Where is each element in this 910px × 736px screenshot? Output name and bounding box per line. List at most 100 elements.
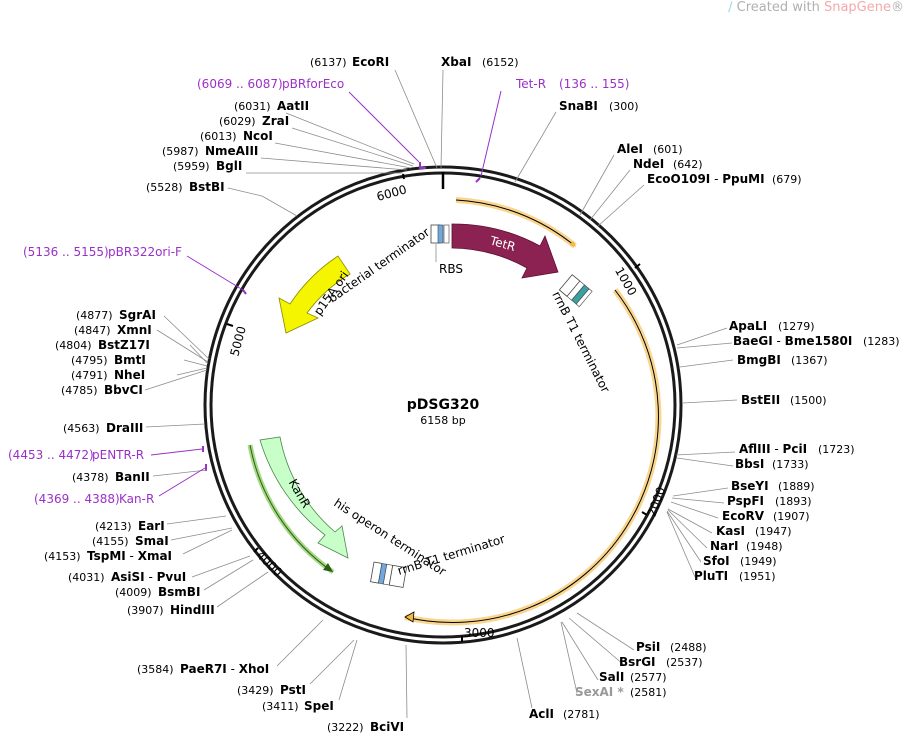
site-name-acli: AclI [529,707,554,721]
site-name-sexai: SexAI * [575,685,624,699]
site-pos-bmgbi: (1367) [791,354,828,367]
site-name-xbai: XbaI [441,55,471,69]
site-name-bsteii: BstEII [741,393,780,407]
site-name-sgrai: SgrAI [119,308,156,322]
rbs-label: RBS [439,262,463,276]
site-pos-ecorv: (1907) [773,510,810,523]
site-pos-bcivi: (3222) [327,721,364,734]
site-label-afliii: AflIII - PciI [739,442,807,456]
primer-name-pentr: pENTR-R [92,448,144,462]
site-pos-sgrai: (4877) [76,309,113,322]
site-name-sfoi: SfoI [703,554,730,568]
site-name-bseyi: BseYI [731,479,769,493]
site-name-ndei: NdeI [633,157,664,171]
site-pos-banii: (4378) [72,471,109,484]
site-pos-xbai: (6152) [482,56,519,69]
site-name-nmeaiii: NmeAIII [205,144,258,158]
primer-name-pbrforeco: pBRforEco [282,77,344,91]
site-pos-kasi: (1947) [755,525,792,538]
tetr-feature[interactable] [451,223,559,279]
site-pos-zrai: (6029) [219,115,256,128]
watermark-brand: SnapGene [823,0,891,15]
site-pos-psti: (3429) [237,684,274,697]
site-name-banii: BanII [115,470,150,484]
site-pos-bstbi: (5528) [146,181,183,194]
kanr-feature[interactable] [259,436,349,559]
site-name-draiii: DraIII [106,421,143,435]
site-pos-alei: (601) [653,143,683,156]
site-name-psti: PstI [280,683,306,697]
snapgene-logo-icon: ∕ [728,0,733,15]
site-name-nari: NarI [710,539,739,553]
site-name-sali: SalI [599,670,624,684]
site-name-snabi: SnaBI [559,99,598,113]
site-pos-sexai: (2581) [630,686,667,699]
primer-range-pentr: (4453 .. 4472) [8,448,94,462]
site-pos-acli: (2781) [563,708,600,721]
site-name-smai: SmaI [135,534,169,548]
site-pos-afliii: (1723) [818,443,855,456]
site-name-pspfi: PspFI [727,494,764,508]
site-name-pluti: PluTI [694,569,728,583]
site-pos-hindiii: (3907) [127,604,164,617]
site-label-eco0109i: EcoO109I - PpuMI [647,172,765,186]
site-pos-eari: (4213) [95,520,132,533]
site-pos-snabi: (300) [609,100,639,113]
site-name-bmti: BmtI [114,353,146,367]
site-name-bstbi: BstBI [189,180,225,194]
site-name-apali: ApaLI [729,319,767,333]
site-pos-bsmbi: (4009) [115,586,152,599]
site-pos-sali: (2577) [630,671,667,684]
site-name-xmni: XmnI [117,323,152,337]
site-name-ecorv: EcoRV [722,509,765,523]
tick-label-5000: 5000 [227,325,248,358]
site-name-kasi: KasI [716,524,745,538]
site-pos-pluti: (1951) [739,570,776,583]
watermark-suffix: ® [891,0,904,15]
watermark-prefix: Created with [736,0,824,15]
plasmid-name: pDSG320 [407,397,480,413]
top-terminator-boxes [430,224,450,244]
primer-range-pbrforeco: (6069 .. 6087) [197,77,283,91]
site-label-tspmi: TspMI - XmaI [87,549,172,563]
site-name-hindiii: HindIII [170,603,215,617]
site-pos-ncoi: (6013) [200,130,237,143]
site-name-aatii: AatII [277,99,309,113]
enzyme-labels: (6137) EcoRI XbaI (6152) (6031) AatII (6… [44,55,900,734]
site-name-bsrgi: BsrGI [619,655,656,669]
site-name-ncoi: NcoI [243,129,273,143]
bottom-terminator-boxes [370,561,407,588]
primer-range-pbr322ori: (5136 .. 5155) [23,245,109,259]
site-pos-bstz17i: (4804) [55,339,92,352]
plasmid-size: 6158 bp [420,414,465,427]
site-pos-baegi: (1283) [863,335,900,348]
tick-label-4000: 4000 [254,548,285,579]
site-pos-eco0109i: (679) [772,173,802,186]
site-pos-bgli: (5959) [173,160,210,173]
site-name-bbvci: BbvCI [104,383,143,397]
site-pos-nari: (1948) [746,540,783,553]
p15a-ori-feature[interactable] [278,255,351,334]
site-label-asisi: AsiSI - PvuI [111,570,186,584]
primer-name-kanr: Kan-R [119,492,154,506]
site-pos-paer7i: (3584) [137,663,174,676]
rrnb-terminator-box-1 [558,274,593,308]
primer-name-pbr322ori: pBR322ori-F [108,245,182,259]
enzyme-leader-lines [144,69,738,719]
primer-markers [202,162,481,471]
site-pos-xmni: (4847) [74,324,111,337]
site-pos-pspfi: (1893) [775,495,812,508]
site-name-bcivi: BciVI [370,720,404,734]
watermark: ∕ Created with SnapGene® [728,0,904,15]
site-pos-sfoi: (1949) [740,555,777,568]
site-pos-smai: (4155) [92,535,129,548]
site-pos-spei: (3411) [262,700,299,713]
primer-range-tetr: (136 .. 155) [559,77,629,91]
backbone-outer-ring [203,165,683,645]
site-label-baegi: BaeGI - Bme1580I [733,334,852,348]
site-pos-aatii: (6031) [234,100,271,113]
site-name-bgli: BglI [216,159,242,173]
scale-ticks [226,173,648,642]
site-pos-bsrgi: (2537) [666,656,703,669]
